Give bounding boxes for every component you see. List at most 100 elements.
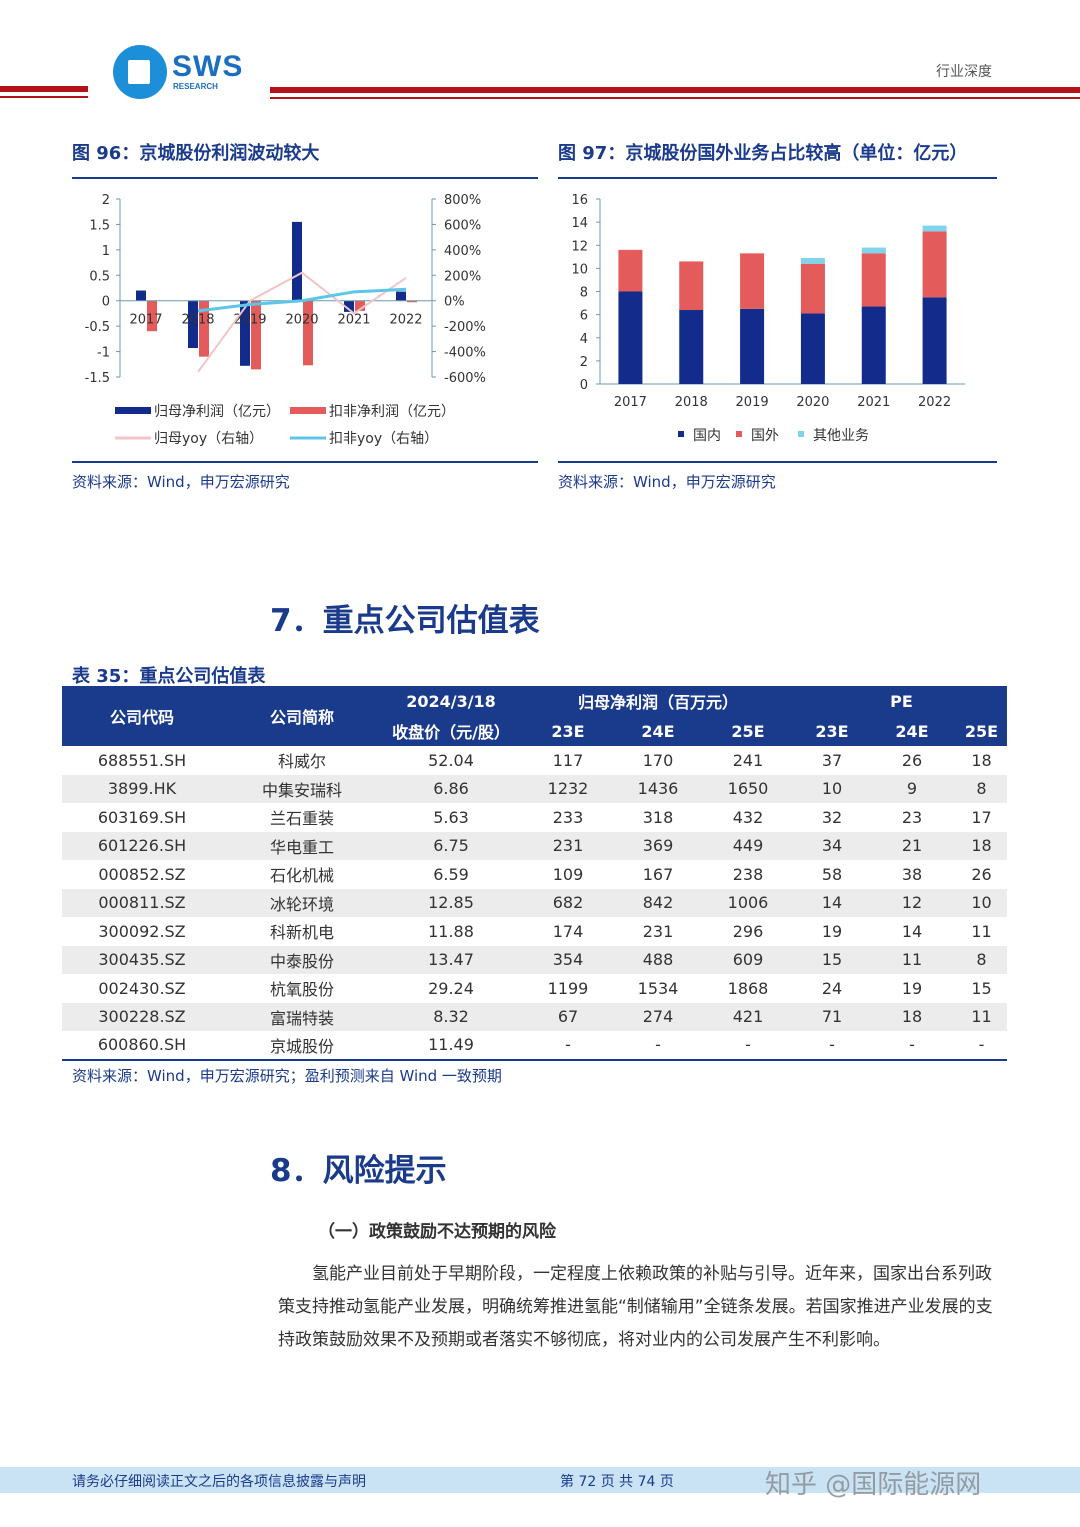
chart-96-profit: 2 1.5 1 0.5 0 -0.5 -1 -1.5 800% 600% 400% 200% 0% -20…	[85, 193, 486, 447]
bar-segment-其他业务	[800, 257, 825, 264]
table-cell: 71	[796, 1002, 868, 1031]
table-cell: 杭氧股份	[269, 980, 334, 1000]
left-tick-label: -1.5	[85, 371, 110, 386]
header-rule-left-thin	[0, 96, 88, 98]
table-cell: 241	[732, 750, 764, 770]
header-pe: PE	[796, 686, 1007, 716]
right-tick-label: 200%	[444, 269, 481, 284]
table-cell: 296	[732, 921, 764, 941]
left-tick-label: 2	[102, 193, 110, 208]
table-cell: 富瑞特装	[222, 1002, 382, 1031]
header-name: 公司简称	[222, 686, 382, 746]
x-tick-label: 2017	[129, 313, 162, 328]
table-row: 002430.SZ 杭氧股份 29.24 1199 1534 1868 24 19 15	[62, 974, 1007, 1003]
table-cell: 8.32	[382, 1002, 520, 1031]
risk-paragraph: 氢能产业目前处于早期阶段，一定程度上依赖政策的补贴与引导。近年来，国家出台系列政…	[278, 1264, 993, 1350]
bar-segment-其他业务	[861, 247, 886, 254]
table-cell: 58	[821, 864, 843, 884]
table-cell: 300435.SZ	[62, 945, 222, 974]
table-row: 600860.SH 京城股份 11.49- - - - - -	[62, 1031, 1007, 1061]
table-cell: 兰石重装	[269, 809, 334, 829]
bar-segment-国内	[679, 310, 704, 384]
header-pe-23e: 23E	[796, 716, 868, 746]
table-cell: 300228.SZ	[62, 1002, 222, 1031]
x-tick-label: 2019	[736, 395, 769, 410]
x-tick-label: 2017	[614, 395, 647, 410]
table-cell: 12	[868, 888, 956, 917]
table-cell: 18	[956, 831, 1007, 860]
table-cell: 29.24	[428, 978, 474, 998]
right-tick-label: -200%	[444, 320, 486, 335]
legend-label: 扣非yoy（右轴）	[329, 431, 438, 447]
table-cell: 14	[901, 921, 923, 941]
legend-swatch	[736, 431, 742, 437]
table-cell: 19	[821, 921, 843, 941]
bar-segment-国外	[679, 261, 704, 310]
right-tick-label: 0%	[444, 295, 465, 310]
logo-subtext: RESEARCH	[173, 82, 218, 91]
table-cell: 167	[642, 864, 674, 884]
legend-swatch	[115, 407, 151, 414]
table-cell: 26	[971, 864, 992, 884]
left-tick-label: 1.5	[89, 218, 110, 233]
table-cell: 231	[642, 921, 674, 941]
y-tick-label: 16	[571, 193, 588, 208]
figure-96-title: 图 96：京城股份利润波动较大	[72, 143, 320, 164]
table-cell: 1868	[727, 978, 769, 998]
chart-97-revenue: 0 2 4 6 8 10 12 14 16 2017 2018 2019 2020 2021 2022 国内 国…	[571, 193, 965, 444]
right-tick-label: -400%	[444, 346, 486, 361]
table-cell: 32	[821, 807, 843, 827]
figure-97-title: 图 97：京城股份国外业务占比较高（单位：亿元）	[558, 143, 968, 164]
table-cell: -	[868, 1031, 956, 1061]
header-profit-23e: 23E	[520, 716, 616, 746]
table-cell: 449	[700, 831, 796, 860]
bar-deducted-profit	[355, 300, 365, 311]
header-pe-24e: 24E	[868, 716, 956, 746]
legend-swatch	[290, 407, 326, 414]
table-cell: 5.63	[433, 807, 469, 827]
table-cell: 11.49	[382, 1031, 520, 1061]
legend-swatch	[678, 431, 684, 437]
bar-deducted-profit	[147, 300, 157, 332]
table-cell: 601226.SH	[62, 831, 222, 860]
table-cell: 488	[616, 945, 700, 974]
valuation-table: 公司代码 公司简称 2024/3/18 归母净利润（百万元） PE 收盘价（元/…	[62, 686, 1007, 1061]
header-pe-25e: 25E	[956, 716, 1007, 746]
bar-segment-国内	[618, 291, 643, 384]
table-cell: 9	[868, 774, 956, 803]
table-cell: -	[956, 1031, 1007, 1061]
table-row: 3899.HK 中集安瑞科 6.86 1232 1436 1650 10 9 8	[62, 774, 1007, 803]
right-tick-label: -600%	[444, 371, 486, 386]
table-cell: 21	[868, 831, 956, 860]
table-cell: 11.88	[428, 921, 474, 941]
watermark: 知乎 @国际能源网	[765, 1470, 982, 1500]
legend-label: 国内	[693, 428, 721, 444]
table-cell: 603169.SH	[97, 807, 187, 827]
page-number: 第 72 页 共 74 页	[560, 1474, 674, 1490]
table-cell: 24	[821, 978, 843, 998]
report-category: 行业深度	[936, 64, 992, 80]
table-cell: 中泰股份	[222, 945, 382, 974]
table-cell: 432	[732, 807, 764, 827]
table-cell: 6.86	[382, 774, 520, 803]
y-tick-label: 10	[571, 262, 588, 277]
table-cell: 11	[971, 921, 992, 941]
bar-segment-其他业务	[922, 225, 947, 232]
table-cell: -	[700, 1031, 796, 1061]
table-cell: 3899.HK	[62, 774, 222, 803]
bar-segment-国内	[922, 297, 947, 384]
bar-segment-国外	[740, 253, 765, 309]
table-row: 603169.SH 兰石重装 5.63 233 318 432 32 23 17	[62, 803, 1007, 832]
bar-deducted-profit	[251, 300, 261, 370]
right-tick-label: 800%	[444, 193, 481, 208]
bar-segment-国外	[800, 263, 825, 314]
table-cell: 10	[796, 774, 868, 803]
sws-logo-mark	[128, 60, 150, 84]
left-tick-label: 0.5	[89, 269, 110, 284]
table-cell: 中集安瑞科	[222, 774, 382, 803]
table-cell: 11	[868, 945, 956, 974]
bar-parent-profit	[344, 300, 354, 312]
table-cell: 1650	[700, 774, 796, 803]
table-cell: 000852.SZ	[98, 864, 186, 884]
bar-parent-profit	[292, 221, 302, 301]
